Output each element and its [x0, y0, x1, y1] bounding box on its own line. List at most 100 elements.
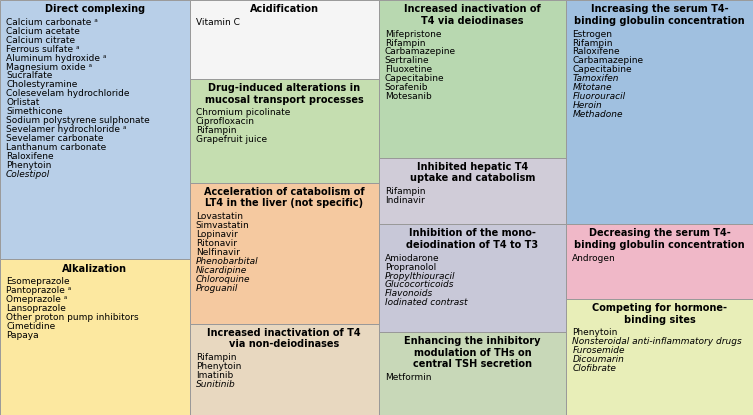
- Text: Cholestyramine: Cholestyramine: [6, 81, 78, 89]
- Text: Pantoprazole ᵃ: Pantoprazole ᵃ: [6, 286, 72, 295]
- Text: Clofibrate: Clofibrate: [572, 364, 616, 373]
- Text: Mitotane: Mitotane: [572, 83, 611, 92]
- Text: Raloxifene: Raloxifene: [6, 152, 53, 161]
- Text: Calcium carbonate ᵃ: Calcium carbonate ᵃ: [6, 18, 98, 27]
- Text: Proguanil: Proguanil: [196, 283, 238, 293]
- Text: Ritonavir: Ritonavir: [196, 239, 236, 248]
- Text: Capecitabine: Capecitabine: [385, 74, 444, 83]
- Text: Carbamazepine: Carbamazepine: [572, 56, 643, 66]
- Text: Ferrous sulfate ᵃ: Ferrous sulfate ᵃ: [6, 45, 80, 54]
- Text: Metformin: Metformin: [385, 374, 431, 382]
- Text: Raloxifene: Raloxifene: [572, 47, 620, 56]
- Text: Glucocorticoids: Glucocorticoids: [385, 281, 454, 290]
- Text: Phenytoin: Phenytoin: [6, 161, 51, 170]
- Text: Flavonoids: Flavonoids: [385, 289, 433, 298]
- FancyBboxPatch shape: [190, 183, 379, 324]
- Text: Acceleration of catabolism of
LT4 in the liver (not specific): Acceleration of catabolism of LT4 in the…: [204, 187, 364, 208]
- FancyBboxPatch shape: [566, 299, 753, 415]
- Text: Simethicone: Simethicone: [6, 107, 62, 116]
- Text: Dicoumarin: Dicoumarin: [572, 355, 624, 364]
- Text: Propranolol: Propranolol: [385, 263, 436, 272]
- Text: Vitamin C: Vitamin C: [196, 18, 239, 27]
- Text: Lanthanum carbonate: Lanthanum carbonate: [6, 143, 106, 152]
- Text: Direct complexing: Direct complexing: [45, 4, 145, 14]
- Text: Omeprazole ᵃ: Omeprazole ᵃ: [6, 295, 68, 304]
- Text: Carbamazepine: Carbamazepine: [385, 47, 456, 56]
- Text: Nonsteroidal anti-inflammatory drugs: Nonsteroidal anti-inflammatory drugs: [572, 337, 742, 347]
- Text: Lansoprazole: Lansoprazole: [6, 304, 66, 313]
- Text: Capecitabine: Capecitabine: [572, 65, 632, 74]
- Text: Papaya: Papaya: [6, 331, 38, 340]
- Text: Chromium picolinate: Chromium picolinate: [196, 108, 290, 117]
- Text: Acidification: Acidification: [250, 4, 319, 14]
- Text: Heroin: Heroin: [572, 101, 602, 110]
- Text: Increased inactivation of T4
via non-deiodinases: Increased inactivation of T4 via non-dei…: [207, 328, 361, 349]
- Text: Rifampin: Rifampin: [385, 187, 425, 196]
- Text: Nelfinavir: Nelfinavir: [196, 248, 239, 257]
- Text: Chloroquine: Chloroquine: [196, 275, 250, 284]
- Text: Sevelamer carbonate: Sevelamer carbonate: [6, 134, 103, 143]
- Text: Androgen: Androgen: [572, 254, 616, 263]
- Text: Colesevelam hydrochloride: Colesevelam hydrochloride: [6, 89, 130, 98]
- Text: Orlistat: Orlistat: [6, 98, 39, 107]
- Text: Ciprofloxacin: Ciprofloxacin: [196, 117, 255, 127]
- Text: Sevelamer hydrochloride ᵃ: Sevelamer hydrochloride ᵃ: [6, 125, 127, 134]
- Text: Inhibited hepatic T4
uptake and catabolism: Inhibited hepatic T4 uptake and cataboli…: [410, 162, 535, 183]
- Text: Furosemide: Furosemide: [572, 346, 625, 355]
- Text: Propylthiouracil: Propylthiouracil: [385, 271, 456, 281]
- Text: Increasing the serum T4-
binding globulin concentration: Increasing the serum T4- binding globuli…: [575, 4, 745, 26]
- Text: Calcium citrate: Calcium citrate: [6, 36, 75, 45]
- Text: Alkalization: Alkalization: [62, 264, 127, 273]
- Text: Lopinavir: Lopinavir: [196, 230, 237, 239]
- Text: Phenobarbital: Phenobarbital: [196, 257, 258, 266]
- FancyBboxPatch shape: [379, 332, 566, 415]
- Text: Phenytoin: Phenytoin: [572, 328, 617, 337]
- Text: Enhancing the inhibitory
modulation of THs on
central TSH secretion: Enhancing the inhibitory modulation of T…: [404, 336, 541, 369]
- Text: Phenytoin: Phenytoin: [196, 362, 241, 371]
- Text: Colestipol: Colestipol: [6, 170, 50, 178]
- Text: Magnesium oxide ᵃ: Magnesium oxide ᵃ: [6, 63, 92, 71]
- Text: Motesanib: Motesanib: [385, 92, 431, 101]
- Text: Sucralfate: Sucralfate: [6, 71, 53, 81]
- Text: Inhibition of the mono-
deiodination of T4 to T3: Inhibition of the mono- deiodination of …: [407, 228, 538, 250]
- Text: Rifampin: Rifampin: [196, 126, 236, 135]
- Text: Calcium acetate: Calcium acetate: [6, 27, 80, 36]
- Text: Sunitinib: Sunitinib: [196, 380, 236, 389]
- Text: Methadone: Methadone: [572, 110, 623, 119]
- Text: Rifampin: Rifampin: [196, 353, 236, 362]
- Text: Iodinated contrast: Iodinated contrast: [385, 298, 468, 308]
- Text: Amiodarone: Amiodarone: [385, 254, 440, 263]
- FancyBboxPatch shape: [379, 0, 566, 158]
- Text: Mifepristone: Mifepristone: [385, 29, 441, 39]
- FancyBboxPatch shape: [190, 324, 379, 415]
- Text: Estrogen: Estrogen: [572, 29, 612, 39]
- Text: Decreasing the serum T4-
binding globulin concentration: Decreasing the serum T4- binding globuli…: [575, 228, 745, 250]
- Text: Cimetidine: Cimetidine: [6, 322, 55, 331]
- Text: Nicardipine: Nicardipine: [196, 266, 247, 275]
- Text: Sodium polystyrene sulphonate: Sodium polystyrene sulphonate: [6, 116, 150, 125]
- FancyBboxPatch shape: [0, 0, 190, 259]
- Text: Sorafenib: Sorafenib: [385, 83, 428, 92]
- Text: Simvastatin: Simvastatin: [196, 221, 249, 230]
- Text: Other proton pump inhibitors: Other proton pump inhibitors: [6, 313, 139, 322]
- Text: Drug-induced alterations in
mucosal transport processes: Drug-induced alterations in mucosal tran…: [205, 83, 364, 105]
- Text: Increased inactivation of
T4 via deiodinases: Increased inactivation of T4 via deiodin…: [404, 4, 541, 26]
- FancyBboxPatch shape: [566, 224, 753, 299]
- FancyBboxPatch shape: [379, 224, 566, 332]
- Text: Competing for hormone-
binding sites: Competing for hormone- binding sites: [592, 303, 727, 325]
- FancyBboxPatch shape: [566, 0, 753, 224]
- Text: Lovastatin: Lovastatin: [196, 212, 242, 221]
- Text: Fluorouracil: Fluorouracil: [572, 92, 626, 101]
- Text: Esomeprazole: Esomeprazole: [6, 277, 69, 286]
- Text: Imatinib: Imatinib: [196, 371, 233, 380]
- FancyBboxPatch shape: [190, 0, 379, 79]
- FancyBboxPatch shape: [190, 79, 379, 183]
- Text: Indinavir: Indinavir: [385, 196, 425, 205]
- FancyBboxPatch shape: [0, 259, 190, 415]
- Text: Rifampin: Rifampin: [572, 39, 613, 48]
- Text: Sertraline: Sertraline: [385, 56, 429, 66]
- Text: Rifampin: Rifampin: [385, 39, 425, 48]
- Text: Aluminum hydroxide ᵃ: Aluminum hydroxide ᵃ: [6, 54, 106, 63]
- FancyBboxPatch shape: [379, 158, 566, 224]
- Text: Fluoxetine: Fluoxetine: [385, 65, 432, 74]
